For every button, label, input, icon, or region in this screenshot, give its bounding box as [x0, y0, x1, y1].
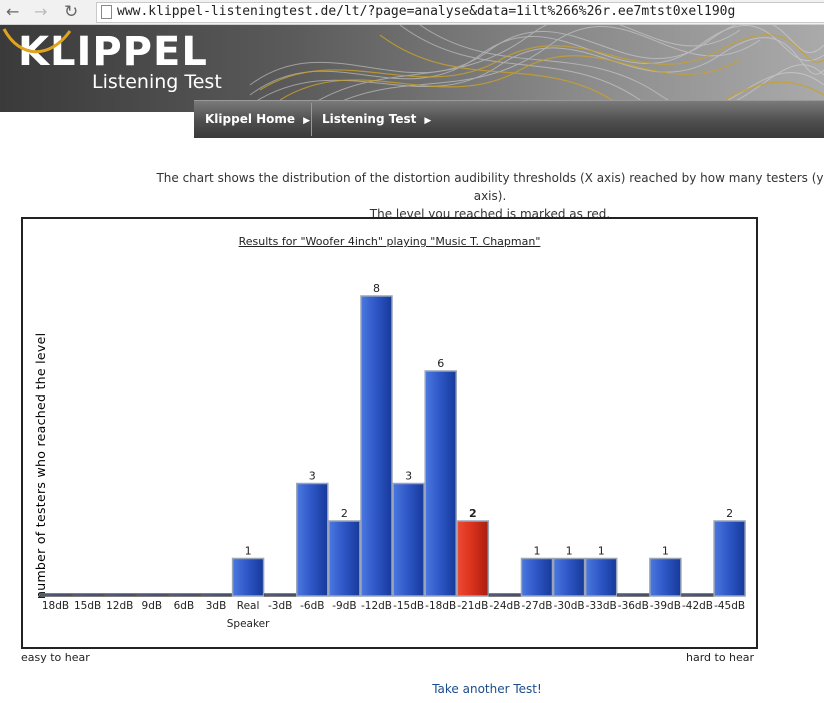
- bar-value-label: 2: [341, 507, 348, 520]
- easy-to-hear-label: easy to hear: [21, 651, 90, 664]
- main-menu: Klippel Home ▶ Listening Test ▶: [194, 100, 824, 138]
- bar: [296, 482, 329, 597]
- bar-highlight: [456, 520, 490, 597]
- bar: [488, 593, 522, 597]
- bar: [199, 593, 233, 597]
- bar-value-label: 1: [534, 545, 541, 558]
- x-tick-label: -21dB: [457, 600, 488, 612]
- triangle-right-icon: ▶: [303, 116, 310, 126]
- bar-value-label: 2: [469, 507, 477, 520]
- bar-value-label: 1: [598, 545, 605, 558]
- url-text[interactable]: www.klippel-listeningtest.de/lt/?page=an…: [117, 4, 736, 19]
- bar-value-label: 8: [373, 282, 380, 295]
- bar-value-label: 1: [245, 545, 252, 558]
- header-banner: KLIPPEL Listening Test: [0, 25, 824, 112]
- x-tick-label: 15dB: [74, 600, 101, 612]
- bar-value-label: 2: [726, 507, 733, 520]
- menu-item-label: Listening Test: [322, 112, 417, 126]
- x-tick-label: -36dB: [618, 600, 649, 612]
- hard-to-hear-label: hard to hear: [686, 651, 755, 664]
- logo-text[interactable]: KLIPPEL: [18, 29, 208, 75]
- take-another-test-link[interactable]: Take another Test!: [432, 682, 542, 696]
- x-tick-label: 9dB: [142, 600, 163, 612]
- menu-divider: [311, 103, 312, 136]
- page-icon: [101, 5, 112, 19]
- bar: [167, 593, 201, 597]
- x-tick-label: -24dB: [489, 600, 520, 612]
- description-line-1: The chart shows the distribution of the …: [156, 171, 824, 203]
- triangle-right-icon: ▶: [424, 116, 432, 126]
- x-tick-label: -27dB: [521, 600, 552, 612]
- browser-toolbar: ← → ↻ www.klippel-listeningtest.de/lt/?p…: [0, 0, 824, 25]
- bar: [392, 482, 425, 597]
- bar: [584, 557, 618, 597]
- chart-panel: Results for "Woofer 4inch" playing "Musi…: [21, 217, 758, 649]
- bar: [552, 557, 586, 597]
- bar-chart: 18dB 15dB 12dB 9dB 6dB 3dB 1 Real Speaker -3dB 3 -6…: [39, 282, 746, 630]
- bar: [713, 520, 746, 597]
- x-tick-label: -18dB: [425, 600, 456, 612]
- bar: [231, 557, 265, 597]
- bar: [263, 593, 297, 597]
- bar-value-label: 1: [662, 545, 669, 558]
- bar-value-label: 3: [309, 470, 316, 483]
- logo-arc-icon: [2, 28, 72, 54]
- x-tick-label: -3dB: [268, 600, 292, 612]
- x-tick-label: -33dB: [586, 600, 617, 612]
- bar: [424, 370, 457, 597]
- chart-description: The chart shows the distribution of the …: [150, 169, 824, 223]
- bar: [103, 593, 136, 597]
- bar: [360, 295, 393, 597]
- reload-icon[interactable]: ↻: [64, 2, 79, 22]
- bar-value-label: 3: [405, 470, 412, 483]
- x-tick-label: -6dB: [300, 600, 324, 612]
- bar: [71, 593, 104, 597]
- bar-value-label: 6: [437, 357, 444, 370]
- forward-arrow-icon[interactable]: →: [34, 2, 48, 21]
- x-tick-label: -9dB: [332, 600, 356, 612]
- bar: [135, 593, 169, 597]
- bar-value-label: 1: [566, 545, 573, 558]
- bar: [520, 557, 554, 597]
- x-tick-label: Speaker: [227, 618, 270, 630]
- x-tick-label: -39dB: [650, 600, 681, 612]
- bar: [328, 520, 361, 597]
- bar: [39, 593, 72, 597]
- x-tick-label: 6dB: [174, 600, 195, 612]
- x-tick-label: 12dB: [106, 600, 133, 612]
- menu-item-label: Klippel Home: [205, 112, 296, 126]
- address-bar[interactable]: www.klippel-listeningtest.de/lt/?page=an…: [96, 2, 824, 23]
- x-tick-label: -15dB: [393, 600, 424, 612]
- x-tick-label: -42dB: [682, 600, 713, 612]
- chart-title: Results for "Woofer 4inch" playing "Musi…: [238, 235, 541, 248]
- bar: [649, 557, 682, 597]
- bar: [617, 593, 650, 597]
- menu-item-klippel-home[interactable]: Klippel Home ▶: [205, 101, 310, 138]
- menu-item-listening-test[interactable]: Listening Test ▶: [322, 101, 431, 138]
- x-tick-label: -30dB: [554, 600, 585, 612]
- bar: [681, 593, 714, 597]
- x-tick-label: 18dB: [42, 600, 69, 612]
- x-tick-label: 3dB: [206, 600, 227, 612]
- back-arrow-icon[interactable]: ←: [6, 2, 20, 21]
- x-tick-label: -12dB: [361, 600, 392, 612]
- logo-subtitle: Listening Test: [92, 71, 222, 93]
- x-tick-label: -45dB: [714, 600, 745, 612]
- x-tick-label: Real: [237, 600, 260, 612]
